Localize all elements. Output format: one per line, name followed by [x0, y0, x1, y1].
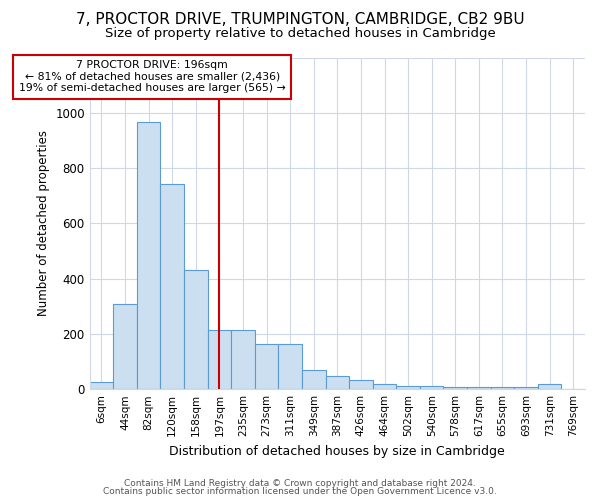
- Bar: [443, 387, 467, 389]
- Bar: [184, 270, 208, 389]
- Bar: [302, 370, 326, 389]
- Bar: [349, 380, 373, 389]
- Bar: [373, 384, 397, 389]
- Bar: [491, 387, 514, 389]
- Bar: [420, 386, 443, 389]
- Bar: [255, 344, 278, 389]
- Bar: [89, 382, 113, 389]
- Bar: [326, 376, 349, 389]
- Bar: [514, 387, 538, 389]
- Text: 7 PROCTOR DRIVE: 196sqm
← 81% of detached houses are smaller (2,436)
19% of semi: 7 PROCTOR DRIVE: 196sqm ← 81% of detache…: [19, 60, 286, 94]
- Bar: [538, 384, 562, 389]
- Y-axis label: Number of detached properties: Number of detached properties: [37, 130, 50, 316]
- Bar: [160, 184, 184, 389]
- Bar: [278, 344, 302, 389]
- Text: Contains public sector information licensed under the Open Government Licence v3: Contains public sector information licen…: [103, 487, 497, 496]
- Text: 7, PROCTOR DRIVE, TRUMPINGTON, CAMBRIDGE, CB2 9BU: 7, PROCTOR DRIVE, TRUMPINGTON, CAMBRIDGE…: [76, 12, 524, 28]
- Bar: [231, 330, 255, 389]
- Bar: [113, 304, 137, 389]
- Text: Contains HM Land Registry data © Crown copyright and database right 2024.: Contains HM Land Registry data © Crown c…: [124, 478, 476, 488]
- Bar: [467, 387, 491, 389]
- Bar: [397, 386, 420, 389]
- Bar: [208, 330, 231, 389]
- X-axis label: Distribution of detached houses by size in Cambridge: Distribution of detached houses by size …: [169, 444, 505, 458]
- Text: Size of property relative to detached houses in Cambridge: Size of property relative to detached ho…: [104, 28, 496, 40]
- Bar: [137, 122, 160, 389]
